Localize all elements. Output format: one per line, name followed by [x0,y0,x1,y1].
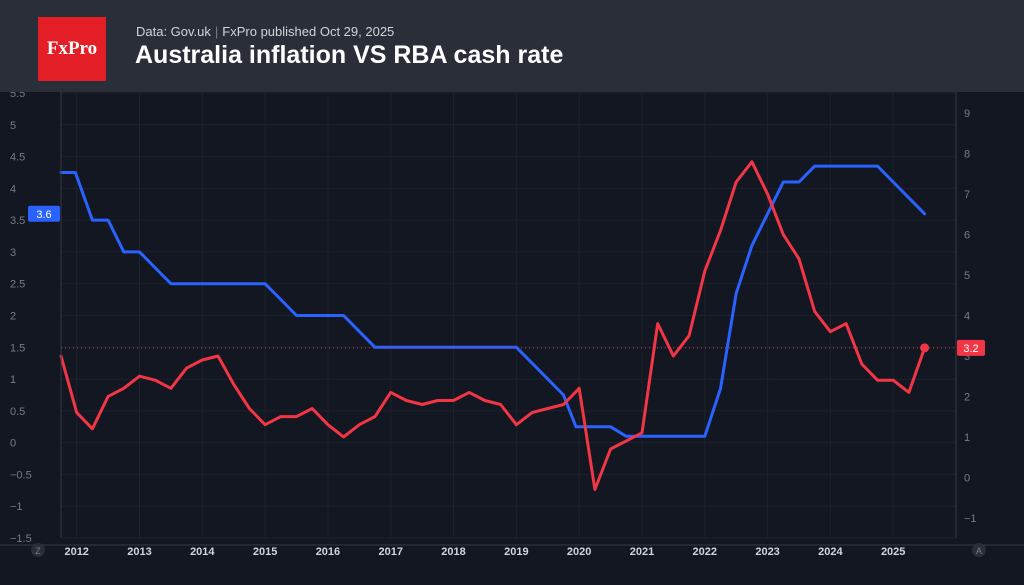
corner-icon-bg [972,543,986,557]
left-tick-label: 3.5 [10,215,25,227]
x-tick-label: 2017 [378,546,402,558]
x-tick-label: 2016 [316,546,340,558]
left-tick-label: 5.5 [10,92,25,100]
corner-icon-glyph: A [976,546,982,556]
x-tick-label: 2013 [127,546,151,558]
corner-icon-bg [31,543,45,557]
right-tick-label: 6 [964,230,970,242]
x-tick-label: 2024 [818,546,843,558]
left-tick-label: 4 [10,183,16,195]
chart-title: Australia inflation VS RBA cash rate [135,41,564,69]
x-tick-label: 2012 [64,546,88,558]
rba-badge-text: 3.6 [36,209,51,221]
left-tick-label: 2.5 [10,279,25,291]
inflation-line [59,160,927,491]
x-tick-label: 2019 [504,546,528,558]
right-tick-label: 2 [964,391,970,403]
inflation-last-point [920,343,930,353]
left-tick-label: 5 [10,120,16,132]
axes: 2012 2013 2014 2015 2016 2017 2018 2019 2020 2021… [0,92,1024,558]
corner-icon-glyph: Z [35,546,41,556]
x-tick-label: 2023 [755,546,779,558]
right-tick-label: 0 [964,472,970,484]
x-tick-label: 2020 [567,546,591,558]
rba-value-badge: 3.6 [28,205,60,222]
left-tick-label: 4.5 [10,152,25,164]
right-tick-label: 3 [964,351,970,363]
inflation-badge-text: 3.2 [963,343,978,355]
rba-badge-bg [28,205,60,222]
left-tick-label: 3 [10,247,16,259]
x-tick-label: 2015 [253,546,277,558]
value-labels: 3.6 3.2 [28,205,985,356]
left-tick-label: 1 [10,374,16,386]
right-tick-label: 9 [964,108,970,120]
x-tick-label: 2022 [693,546,717,558]
right-tick-label: 8 [964,149,970,161]
inflation-value-badge: 3.2 [957,339,985,356]
subtitle: Data: Gov.uk | FxPro published Oct 29, 202… [136,24,394,39]
separator: | [214,24,219,39]
chart-area: 2012 2013 2014 2015 2016 2017 2018 2019 2020 2021… [0,92,1024,558]
right-tick-label: 4 [964,311,970,323]
fxpro-logo: FxPro [38,17,106,81]
x-tick-label: 2018 [441,546,465,558]
left-tick-label: 1.5 [10,342,25,354]
right-tick-label: −1 [964,513,977,525]
published-date: FxPro published Oct 29, 2025 [222,24,395,39]
x-tick-label: 2025 [881,546,905,558]
right-tick-label: 7 [964,189,970,201]
left-tick-label: −0.5 [10,469,32,481]
a-corner-icon: A [972,543,986,557]
left-tick-label: 2 [10,311,16,323]
inflation-badge-bg [957,339,985,356]
grid [61,92,956,539]
z-corner-icon: Z [31,543,45,557]
left-tick-label: −1.5 [10,533,32,545]
x-tick-label: 2014 [190,546,215,558]
data-source: Data: Gov.uk [136,24,211,39]
left-tick-label: −1 [10,501,23,513]
left-tick-label: 0 [10,438,16,450]
x-tick-label: 2021 [630,546,654,558]
header-bar: FxPro Data: Gov.uk | FxPro published Oct 2… [0,0,1024,92]
right-tick-label: 5 [964,270,970,282]
right-tick-label: 1 [964,432,970,444]
rba-cash-rate-line [59,164,927,438]
series-lines [59,160,927,491]
left-tick-label: 0.5 [10,406,25,418]
